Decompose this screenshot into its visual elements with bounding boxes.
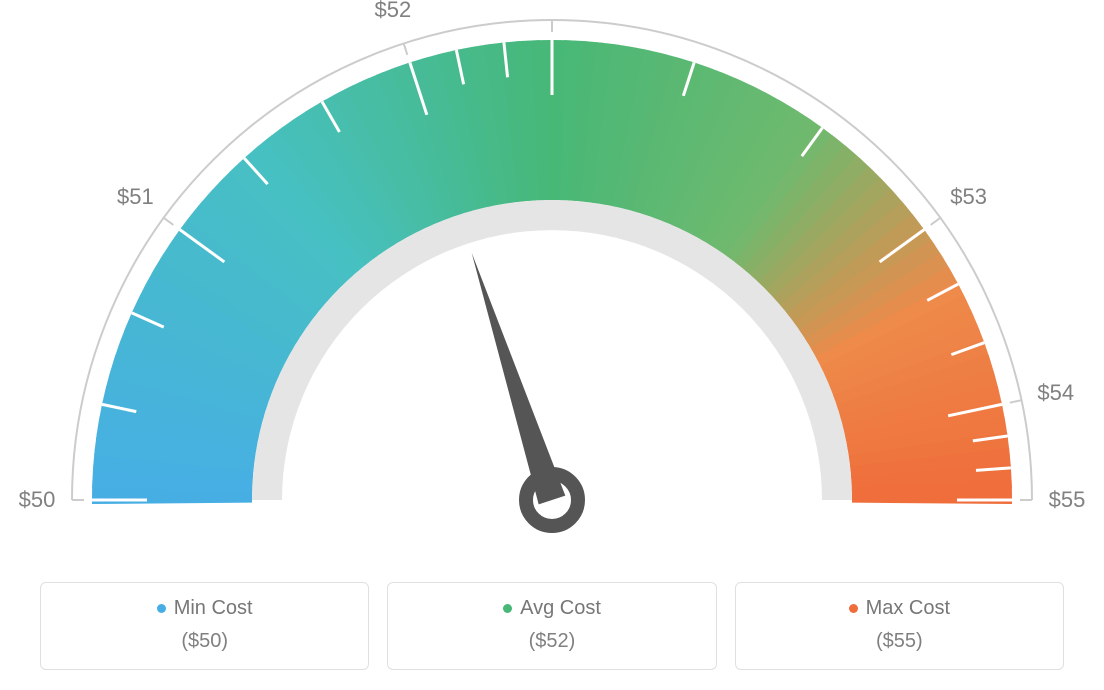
gauge-outer-tick [1010, 400, 1022, 402]
gauge-outer-tick [404, 43, 408, 54]
dot-icon [849, 604, 858, 613]
gauge-needle [472, 253, 566, 505]
legend-max-value: ($55) [746, 630, 1053, 653]
legend-max-label: Max Cost [866, 597, 950, 619]
legend-min-label: Min Cost [174, 597, 253, 619]
gauge-scale-label: $53 [950, 184, 987, 210]
gauge-scale-label: $50 [19, 487, 56, 513]
gauge-outer-tick [164, 218, 174, 225]
legend-card-max: Max Cost ($55) [735, 582, 1064, 670]
legend-avg-label: Avg Cost [520, 597, 601, 619]
legend-avg-value: ($52) [398, 630, 705, 653]
legend-card-avg: Avg Cost ($52) [387, 582, 716, 670]
gauge-chart-container: $50$51$52$52$53$54$55 Min Cost ($50) Avg… [0, 0, 1104, 690]
legend-min-value: ($50) [51, 630, 358, 653]
gauge-area: $50$51$52$52$53$54$55 [0, 0, 1104, 580]
legend-card-min: Min Cost ($50) [40, 582, 369, 670]
dot-icon [503, 604, 512, 613]
legend-avg-title: Avg Cost [398, 597, 705, 620]
gauge-scale-label: $51 [117, 184, 154, 210]
gauge-scale-label: $55 [1049, 487, 1086, 513]
gauge-scale-label: $54 [1037, 380, 1074, 406]
legend-max-title: Max Cost [746, 597, 1053, 620]
gauge-svg [0, 0, 1104, 580]
legend-min-title: Min Cost [51, 597, 358, 620]
legend-row: Min Cost ($50) Avg Cost ($52) Max Cost (… [40, 582, 1064, 670]
gauge-outer-tick [931, 218, 941, 225]
gauge-scale-label: $52 [374, 0, 411, 23]
dot-icon [157, 604, 166, 613]
